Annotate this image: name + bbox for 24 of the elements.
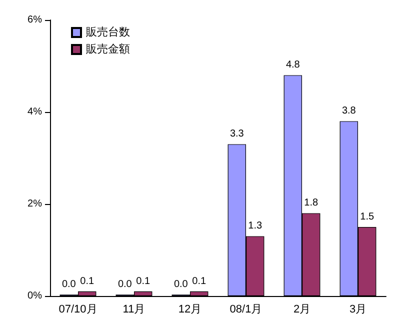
y-tick-label: 0%	[28, 290, 42, 302]
x-tick-label: 07/10月	[58, 304, 98, 316]
y-tick-label: 6%	[28, 14, 42, 26]
data-label: 1.8	[304, 198, 318, 209]
data-label: 0.0	[118, 279, 132, 290]
x-tick-label: 3月	[349, 304, 367, 316]
legend-label: 販売台数	[86, 26, 130, 38]
x-tick-label: 12月	[178, 304, 202, 316]
data-label: 3.3	[230, 128, 244, 140]
x-tick-label: 08/1月	[230, 304, 262, 316]
y-tick-label: 2%	[28, 198, 42, 210]
data-label: 0.1	[80, 276, 94, 287]
data-label: 3.8	[342, 106, 356, 117]
data-label: 0.1	[192, 276, 206, 287]
data-label: 0.0	[62, 279, 76, 290]
data-label: 0.1	[136, 276, 150, 287]
x-tick-label: 2月	[293, 304, 311, 316]
data-label: 1.3	[248, 220, 262, 232]
data-label: 4.8	[286, 60, 300, 71]
data-label: 1.5	[360, 212, 374, 222]
legend-label: 販売金額	[86, 42, 130, 56]
y-tick-label: 4%	[28, 106, 42, 118]
x-tick-label: 11月	[122, 304, 146, 316]
data-label: 0.0	[174, 279, 188, 290]
